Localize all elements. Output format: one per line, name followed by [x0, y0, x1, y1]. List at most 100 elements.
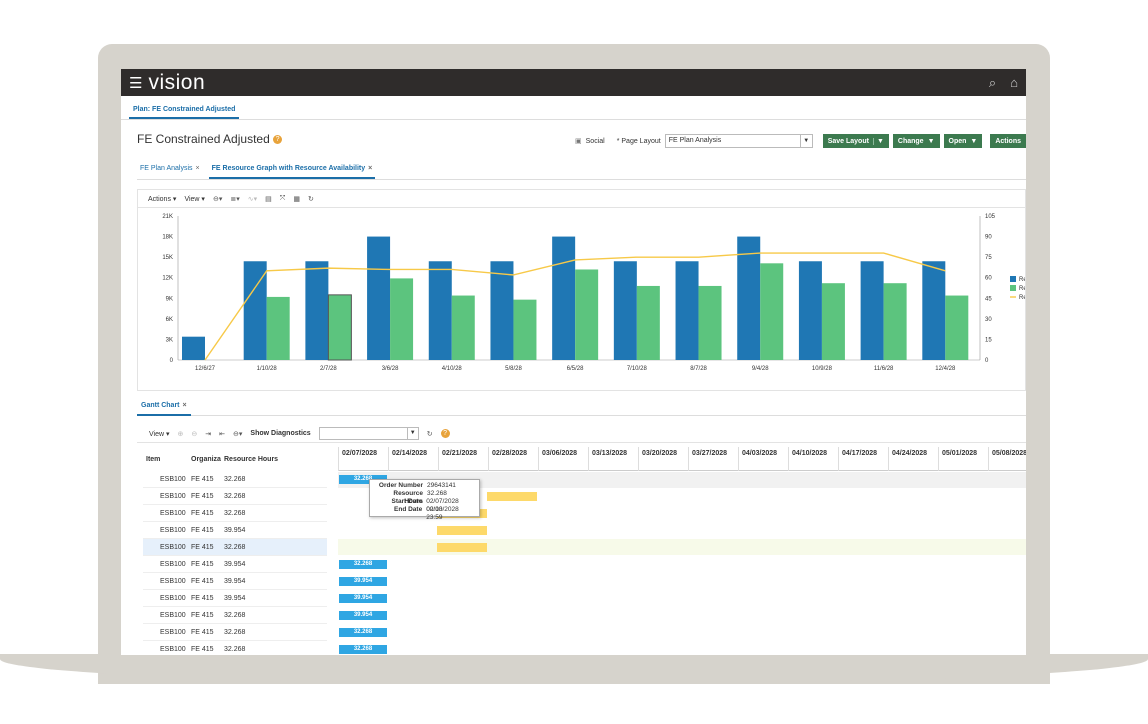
x-tick-label: 8/7/28 — [690, 366, 707, 372]
tab-resource-graph[interactable]: FE Resource Graph with Resource Availabi… — [208, 165, 376, 179]
tab-plan[interactable]: Plan: FE Constrained Adjusted — [129, 106, 240, 119]
bar-series-1 — [613, 261, 637, 360]
gantt-bar[interactable]: 32.268 — [339, 560, 387, 569]
chart-toolbar: Actions ▾ View ▾ ⊖▾ ≣▾ ∿▾ ▤ ⤧ ▦ ↻ — [138, 190, 1025, 208]
cell-item: ESB100 — [160, 561, 186, 568]
social-icon[interactable]: ▣ — [575, 138, 582, 145]
zoom-out-icon[interactable]: ⊖ — [191, 430, 198, 438]
menu-icon[interactable]: ☰ — [129, 74, 143, 92]
date-column-header: 05/01/2028 — [938, 447, 988, 471]
row-highlight — [338, 539, 1026, 555]
refresh-icon[interactable]: ↻ — [307, 195, 314, 203]
actions-button[interactable]: Actions — [990, 134, 1026, 148]
gantt-bar[interactable]: 39.954 — [339, 611, 387, 620]
cell-item: ESB100 — [160, 510, 186, 517]
cell-org: FE 415 — [191, 493, 214, 500]
col-resource-hours[interactable]: Resource Hours — [224, 456, 279, 463]
social-link[interactable]: Social — [585, 137, 605, 145]
cell-hours: 32.268 — [224, 629, 246, 636]
cell-hours: 39.954 — [224, 578, 246, 585]
y-tick-label: 12K — [162, 276, 173, 282]
table-row[interactable]: ESB100 FE 415 39.954 — [143, 556, 327, 573]
page-layout-value: FE Plan Analysis — [668, 137, 722, 144]
bar-series-1 — [182, 336, 205, 360]
cell-org: FE 415 — [191, 578, 214, 585]
y2-tick-label: 75 — [985, 255, 992, 261]
x-tick-label: 5/8/28 — [505, 366, 522, 372]
chevron-down-icon[interactable]: ▼ — [872, 137, 884, 145]
table-row[interactable]: ESB100 FE 415 39.954 — [143, 522, 327, 539]
chart-actions-menu[interactable]: Actions ▾ — [148, 195, 177, 203]
search-icon[interactable]: ⌕ — [988, 74, 997, 90]
top-bar: ☰ vision ⌕ ⌂ — [121, 69, 1026, 96]
table-row[interactable]: ESB100 FE 415 32.268 — [143, 641, 327, 655]
change-button[interactable]: Change ▼ — [892, 134, 940, 148]
table-row[interactable]: ESB100 FE 415 39.954 — [143, 573, 327, 590]
table-row[interactable]: ESB100 FE 415 32.268 — [143, 607, 327, 624]
legend-swatch — [1010, 276, 1016, 282]
date-column-header: 04/03/2028 — [738, 447, 788, 471]
chevron-down-icon: ▼ — [799, 135, 812, 147]
cell-item: ESB100 — [160, 612, 186, 619]
tab-gantt-chart[interactable]: Gantt Chart × — [137, 402, 191, 416]
gantt-bar[interactable] — [487, 492, 537, 501]
home-icon[interactable]: ⌂ — [1010, 74, 1018, 90]
print-icon[interactable]: ▤ — [265, 195, 272, 203]
page-layout-select[interactable]: FE Plan Analysis ▼ — [664, 134, 813, 148]
table-row[interactable]: ESB100 FE 415 32.268 — [143, 471, 327, 488]
page-layout-label: * Page Layout — [616, 137, 661, 145]
bar-series-2 — [390, 278, 414, 360]
date-column-header: 04/24/2028 — [888, 447, 938, 471]
cell-item: ESB100 — [160, 476, 186, 483]
close-icon[interactable]: × — [182, 402, 187, 409]
table-row[interactable]: ESB100 FE 415 32.268 — [143, 624, 327, 641]
bar-series-2 — [266, 296, 290, 360]
diagnostics-select[interactable]: ▼ — [318, 427, 419, 440]
x-tick-label: 1/10/28 — [257, 366, 278, 372]
cell-org: FE 415 — [191, 476, 214, 483]
gantt-bar[interactable]: 39.954 — [339, 594, 387, 603]
expand-icon[interactable]: ⇥ — [205, 430, 212, 438]
cell-item: ESB100 — [160, 544, 186, 551]
x-tick-label: 4/10/28 — [442, 366, 463, 372]
save-layout-button[interactable]: Save Layout ▼ — [822, 134, 889, 148]
gantt-bar[interactable]: 39.954 — [339, 577, 387, 586]
cell-org: FE 415 — [191, 595, 214, 602]
gantt-bar[interactable] — [437, 526, 487, 535]
cell-hours: 32.268 — [224, 544, 246, 551]
help-icon[interactable]: ? — [273, 135, 283, 145]
y-tick-label: 9K — [166, 296, 173, 302]
y-tick-label: 0 — [170, 358, 174, 364]
bar-series-1 — [490, 261, 514, 360]
table-row[interactable]: ESB100 FE 415 39.954 — [143, 590, 327, 607]
zoom-in-icon[interactable]: ⊕ — [177, 430, 184, 438]
x-tick-label: 12/6/27 — [195, 366, 216, 372]
bar-series-2 — [883, 283, 907, 360]
gantt-bar[interactable]: 32.268 — [339, 475, 387, 484]
gantt-tooltip: Order Number 29643141 Resource Hours 32.26… — [369, 479, 480, 521]
gantt-view-menu[interactable]: View ▾ — [149, 430, 170, 438]
close-icon[interactable]: × — [195, 165, 200, 172]
refresh-icon[interactable]: ↻ — [426, 430, 433, 438]
open-button[interactable]: Open ▼ — [943, 134, 983, 148]
chart-type-icon[interactable]: ∿▾ — [247, 195, 258, 203]
collapse-icon[interactable]: ⇤ — [219, 430, 226, 438]
chart-view-menu[interactable]: View ▾ — [184, 195, 205, 203]
table-row[interactable]: ESB100 FE 415 32.268 — [143, 488, 327, 505]
y2-tick-label: 45 — [985, 296, 992, 302]
close-icon[interactable]: × — [368, 165, 373, 172]
help-icon[interactable]: ? — [440, 429, 450, 438]
options-icon[interactable]: ⊖▾ — [233, 430, 243, 438]
settings-icon[interactable]: ⊖▾ — [212, 195, 223, 203]
table-icon[interactable]: ▦ — [293, 195, 300, 203]
filter-icon[interactable]: ≣▾ — [230, 195, 240, 203]
cell-hours: 32.268 — [224, 510, 246, 517]
table-row[interactable]: ESB100 FE 415 32.268 — [143, 505, 327, 522]
table-row[interactable]: ESB100 FE 415 32.268 — [143, 539, 327, 556]
gantt-bar[interactable]: 32.268 — [339, 645, 387, 654]
tab-fe-plan-analysis[interactable]: FE Plan Analysis × — [140, 165, 200, 172]
gantt-bar[interactable] — [437, 543, 487, 552]
pin-icon[interactable]: ⤧ — [279, 194, 286, 202]
gantt-bar[interactable]: 32.268 — [339, 628, 387, 637]
bar-series-1 — [243, 261, 267, 360]
